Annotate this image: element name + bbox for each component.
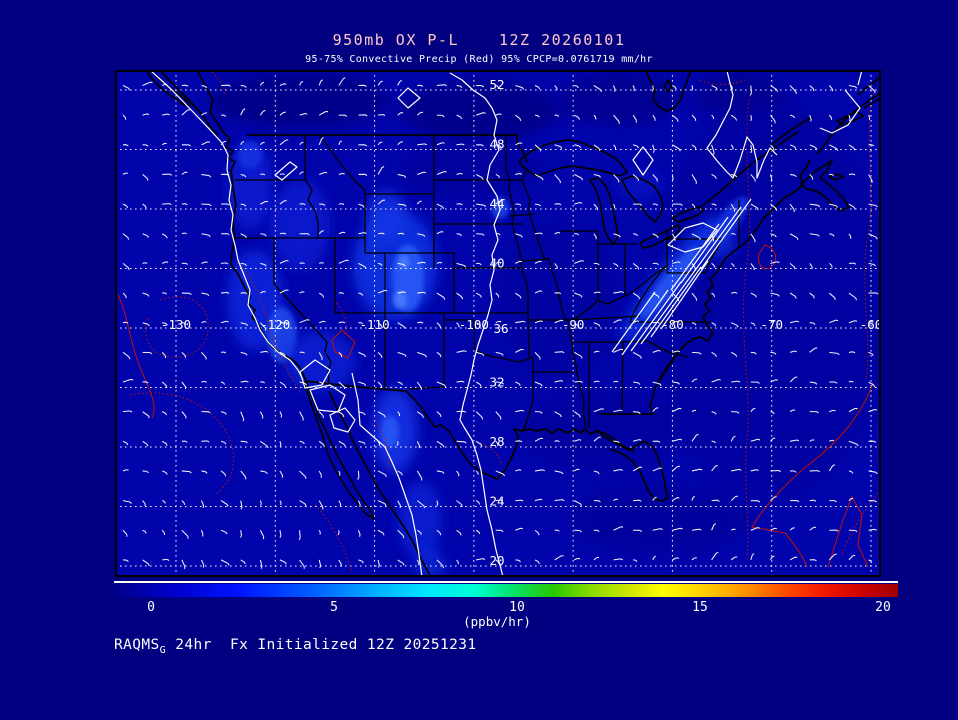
wind-vector-field bbox=[122, 77, 879, 569]
lon-label: -110 bbox=[360, 317, 390, 332]
lat-label: 36 bbox=[493, 321, 508, 336]
graticule-labels: 52 48 44 40 36 32 28 24 20 -130 -120 -110 -100 -90 -80… bbox=[161, 77, 881, 568]
map-canvas: 52 48 44 40 36 32 28 24 20 -130 -120 -110 -100 -90 -80… bbox=[115, 70, 881, 577]
colorbar-tick: 20 bbox=[875, 600, 891, 615]
plot-title: 950mb OX P-L 12Z 20260101 bbox=[0, 31, 958, 49]
lon-label: -80 bbox=[661, 317, 684, 332]
colorbar-tick: 15 bbox=[692, 600, 708, 615]
lat-label: 48 bbox=[489, 137, 504, 152]
lon-label: -60 bbox=[860, 317, 881, 332]
title-gap bbox=[459, 31, 499, 49]
plot-title-datetime: 12Z 20260101 bbox=[499, 31, 626, 49]
colorbar-tick: 5 bbox=[330, 600, 338, 615]
colorbar-tick: 0 bbox=[147, 600, 155, 615]
state-borders bbox=[235, 134, 740, 432]
colorbar-tick: 10 bbox=[509, 600, 525, 615]
red-precip-contours bbox=[117, 71, 881, 573]
lat-label: 52 bbox=[489, 77, 504, 92]
colorbar-unit-label: (ppbv/hr) bbox=[463, 614, 531, 629]
lat-label: 24 bbox=[489, 494, 504, 509]
model-subscript: G bbox=[159, 645, 167, 656]
lon-label: -70 bbox=[760, 317, 783, 332]
colorbar-gradient bbox=[114, 584, 898, 597]
map-frame bbox=[115, 70, 881, 577]
lat-label: 32 bbox=[489, 375, 504, 390]
lat-label: 40 bbox=[489, 256, 504, 271]
lat-label: 44 bbox=[489, 196, 504, 211]
white-contours bbox=[149, 70, 863, 577]
footer-caption-text: 24hr Fx Initialized 12Z 20251231 bbox=[166, 637, 477, 653]
colorbar-tick-labels: 0 5 10 15 20 bbox=[114, 597, 898, 615]
colorbar: 0 5 10 15 20 (ppbv/hr) bbox=[114, 581, 898, 629]
lon-label: -100 bbox=[459, 317, 489, 332]
map-layers: 52 48 44 40 36 32 28 24 20 -130 -120 -110 -100 -90 -80… bbox=[115, 70, 881, 577]
lon-label: -120 bbox=[260, 317, 290, 332]
plot-subtitle: 95-75% Convective Precip (Red) 95% CPCP=… bbox=[305, 54, 653, 65]
colorbar-top-rule bbox=[114, 581, 898, 583]
plot-title-left: 950mb OX P-L bbox=[332, 31, 459, 49]
model-name: RAQMS bbox=[114, 637, 160, 653]
lat-label: 20 bbox=[489, 553, 504, 568]
lon-label: -90 bbox=[562, 317, 585, 332]
footer-caption: RAQMSG 24hr Fx Initialized 12Z 20251231 bbox=[114, 637, 477, 656]
lat-label: 28 bbox=[489, 434, 504, 449]
lon-label: -130 bbox=[161, 317, 191, 332]
